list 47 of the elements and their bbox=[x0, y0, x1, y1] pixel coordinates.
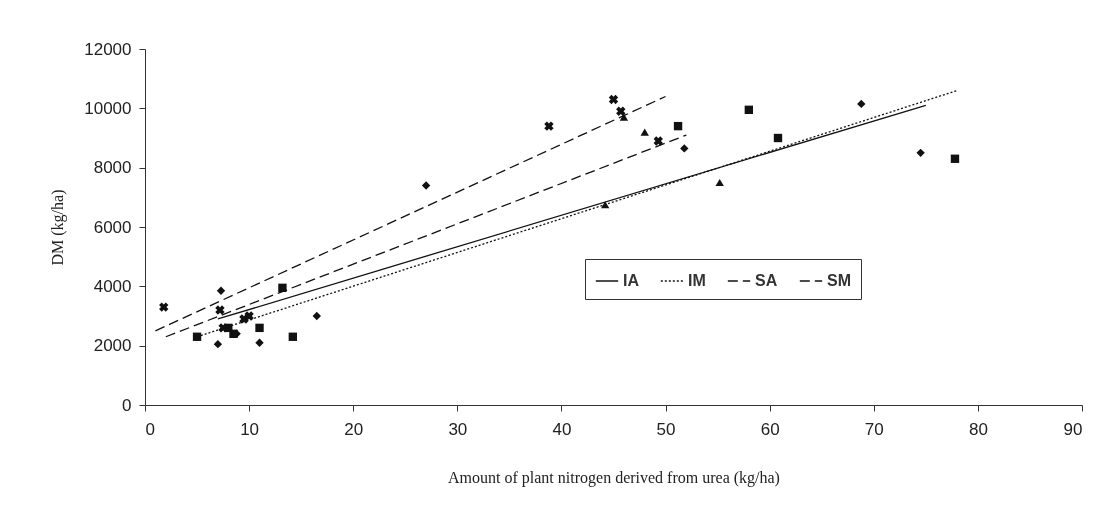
y-tick-label: 8000 bbox=[93, 158, 132, 178]
legend-label: SA bbox=[755, 272, 778, 289]
point bbox=[216, 286, 226, 295]
y-tick-label: 4000 bbox=[93, 276, 132, 296]
point bbox=[215, 305, 225, 315]
y-tick-label: 10000 bbox=[84, 98, 132, 118]
x-tick-label: 70 bbox=[864, 419, 884, 439]
point bbox=[288, 332, 298, 341]
point bbox=[715, 178, 724, 187]
x-tick-label: 40 bbox=[552, 419, 572, 439]
x-tick-label: 90 bbox=[1063, 419, 1083, 439]
point bbox=[159, 302, 169, 312]
point bbox=[421, 181, 431, 190]
x-tick-label: 30 bbox=[448, 419, 468, 439]
point bbox=[213, 340, 223, 349]
x-tick-label: 50 bbox=[656, 419, 676, 439]
point bbox=[312, 311, 321, 321]
y-tick-label: 0 bbox=[122, 395, 132, 415]
point bbox=[619, 113, 629, 121]
y-tick-label: 12000 bbox=[84, 39, 132, 59]
point bbox=[744, 105, 754, 114]
x-tick-label: 0 bbox=[145, 419, 155, 439]
legend-label: IM bbox=[688, 272, 706, 289]
point bbox=[916, 148, 925, 158]
point bbox=[673, 121, 683, 131]
point bbox=[255, 338, 264, 347]
point bbox=[857, 99, 866, 109]
point bbox=[640, 128, 649, 136]
y-tick-label: 6000 bbox=[93, 217, 132, 237]
point bbox=[680, 144, 689, 153]
point bbox=[278, 283, 287, 292]
point bbox=[544, 121, 554, 131]
point bbox=[653, 136, 663, 146]
point bbox=[608, 94, 619, 105]
point bbox=[773, 133, 783, 143]
x-tick-label: 20 bbox=[344, 419, 364, 439]
x-tick-label: 60 bbox=[760, 419, 780, 439]
x-tick-label: 10 bbox=[240, 419, 260, 439]
legend-label: IA bbox=[623, 272, 640, 289]
x-tick-label: 80 bbox=[968, 419, 988, 439]
y-tick-label: 2000 bbox=[93, 336, 132, 356]
legend-label: SM bbox=[827, 272, 851, 289]
point bbox=[255, 323, 264, 333]
point bbox=[616, 106, 626, 116]
point bbox=[950, 154, 960, 163]
y-axis-title: DM (kg/ha) bbox=[49, 189, 68, 266]
x-axis-title: Amount of plant nitrogen derived from urea (kg/ha) bbox=[448, 468, 780, 487]
